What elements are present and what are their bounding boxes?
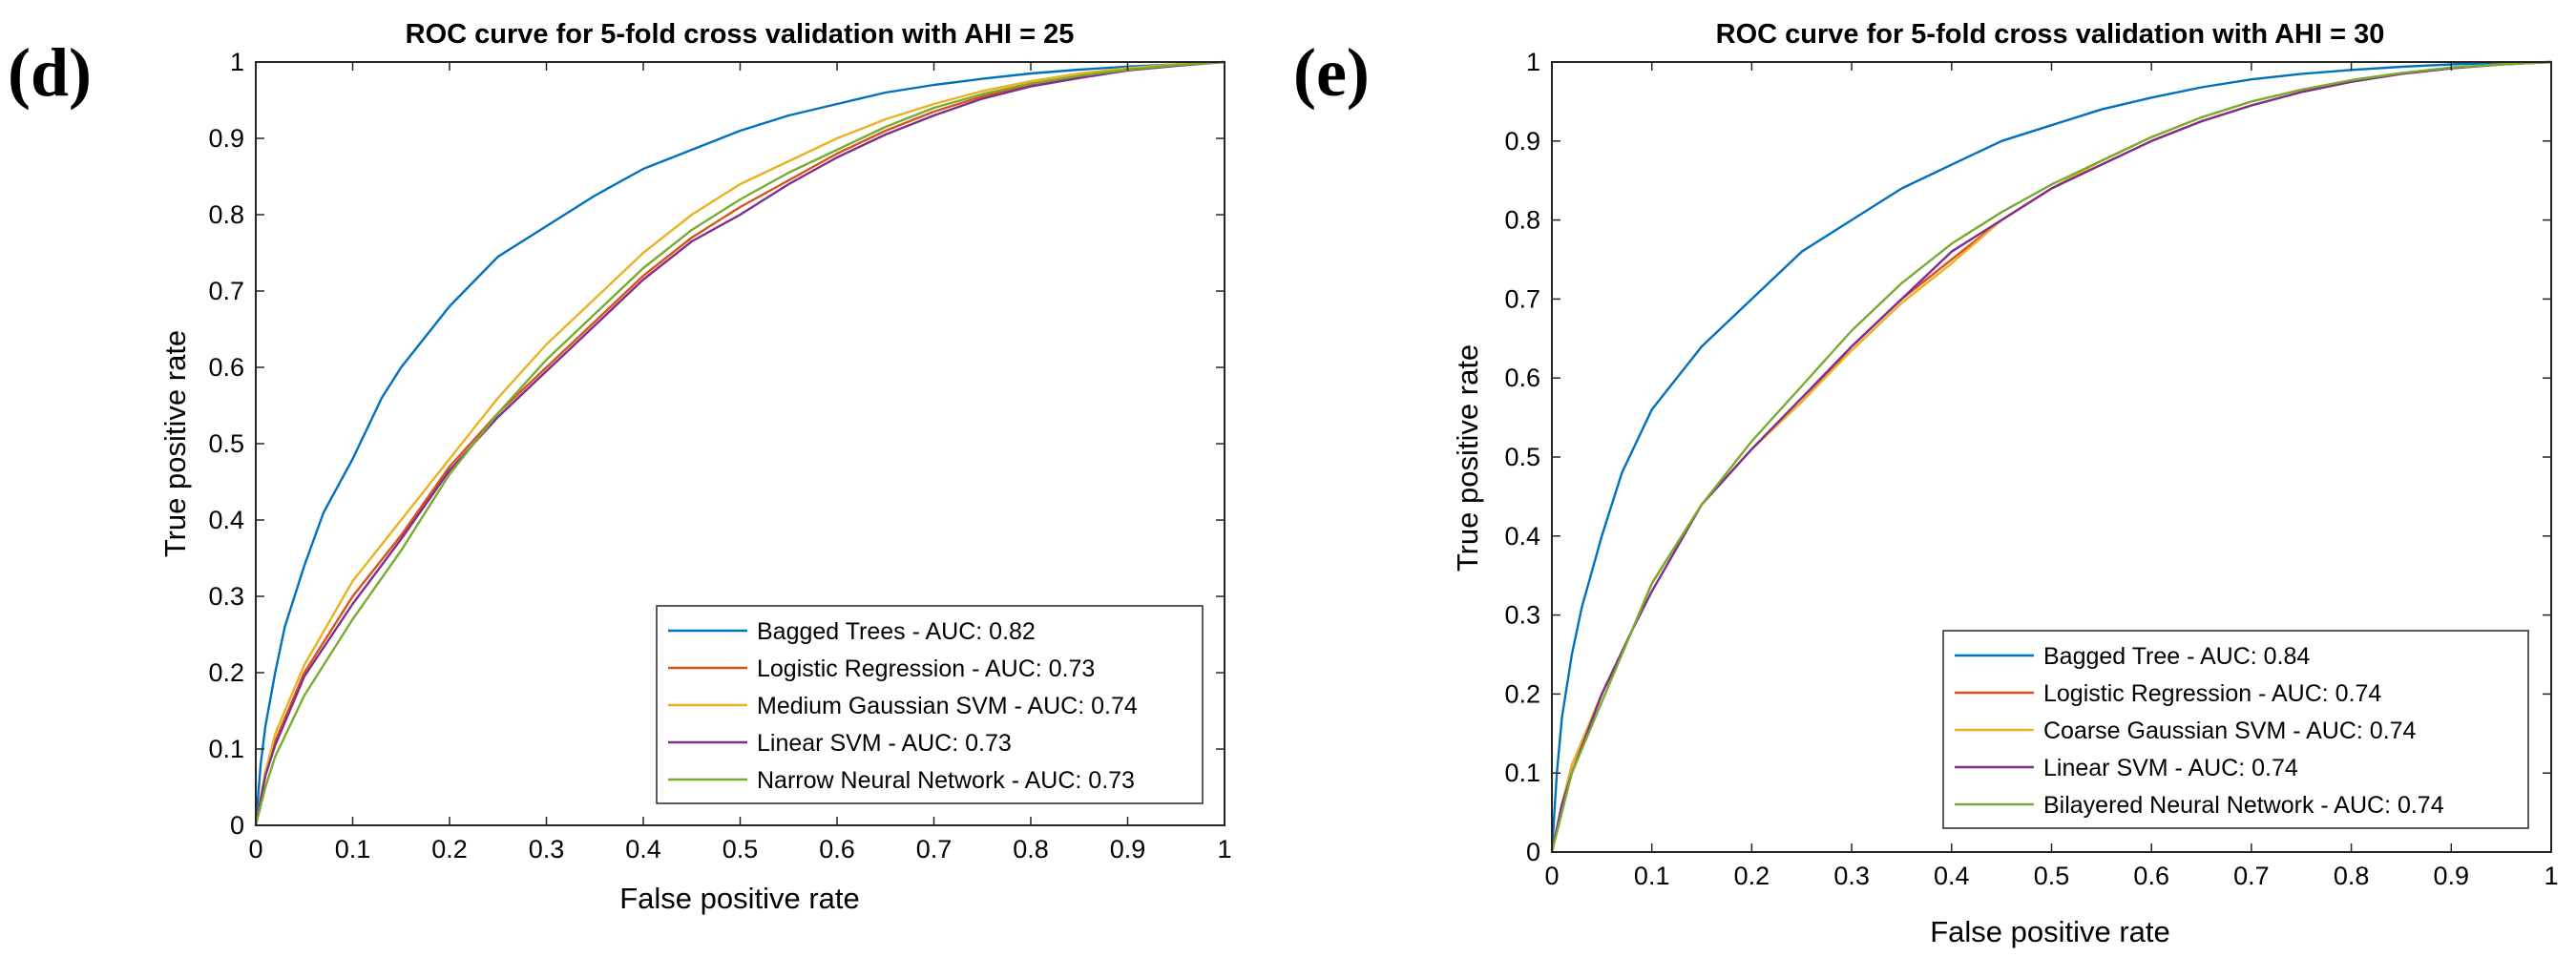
y-tick-label-e-9: 0.9 (1504, 127, 1540, 156)
legend-label-d-5: Narrow Neural Network - AUC: 0.73 (757, 767, 1135, 794)
roc-curves-e (1550, 60, 2552, 853)
y-tick-label-e-3: 0.3 (1504, 601, 1540, 630)
legend-label-e-3: Coarse Gaussian SVM - AUC: 0.74 (2043, 718, 2417, 744)
x-tick-label-d-8: 0.8 (1013, 835, 1049, 863)
y-tick-label-d-3: 0.3 (208, 582, 244, 611)
y-tick-label-e-8: 0.8 (1504, 206, 1540, 235)
legend-e: Bagged Tree - AUC: 0.84 Logistic Regressi… (1942, 630, 2529, 829)
x-tick-label-e-6: 0.6 (2133, 862, 2169, 890)
roc-panel-e: (e) ROC curve for 5-fold cross validatio… (1293, 19, 2559, 948)
y-tick-label-d-10: 1 (230, 48, 244, 76)
roc-curve-d-4 (254, 60, 1225, 826)
panel-label-d: (d) (8, 34, 92, 111)
x-tick-label-e-1: 0.1 (1634, 862, 1670, 890)
roc-curves-d (254, 60, 1225, 826)
y-tick-label-e-1: 0.1 (1504, 759, 1540, 787)
y-tick-label-d-0: 0 (230, 811, 244, 840)
x-tick-label-d-5: 0.5 (723, 835, 759, 863)
x-tick-label-e-7: 0.7 (2233, 862, 2270, 890)
legend-entries-d: Bagged Trees - AUC: 0.82 Logistic Regress… (668, 618, 1138, 794)
legend-entries-e: Bagged Tree - AUC: 0.84 Logistic Regressi… (1955, 643, 2444, 819)
x-tick-label-d-0: 0 (248, 835, 262, 863)
roc-curve-d-3 (254, 60, 1225, 826)
x-tick-label-d-4: 0.4 (625, 835, 661, 863)
roc-curve-d-1 (254, 60, 1225, 826)
x-tick-labels-e: 0 0.1 0.2 0.3 0.4 0.5 0.6 0.7 0.8 0.9 1 (1544, 62, 2559, 890)
x-tick-label-e-2: 0.2 (1734, 862, 1770, 890)
legend-label-e-1: Bagged Tree - AUC: 0.84 (2043, 643, 2310, 670)
y-tick-label-d-8: 0.8 (208, 200, 244, 229)
y-tick-labels-e: 0 0.1 0.2 0.3 0.4 0.5 0.6 0.7 0.8 0.9 1 (1504, 48, 2551, 866)
y-tick-label-e-10: 1 (1526, 48, 1540, 76)
panel-label-e: (e) (1293, 34, 1370, 111)
x-tick-label-e-5: 0.5 (2034, 862, 2070, 890)
roc-panel-d: (d) ROC curve for 5-fold cross validatio… (8, 19, 1232, 915)
x-axis-label-d: False positive rate (619, 882, 860, 915)
x-tick-label-e-8: 0.8 (2334, 862, 2370, 890)
chart-title-d: ROC curve for 5-fold cross validation wi… (406, 19, 1075, 50)
x-tick-label-d-1: 0.1 (335, 835, 371, 863)
x-tick-label-e-10: 1 (2544, 862, 2558, 890)
y-tick-label-d-2: 0.2 (208, 658, 244, 687)
x-tick-label-d-7: 0.7 (916, 835, 953, 863)
y-tick-label-e-5: 0.5 (1504, 443, 1540, 471)
y-tick-label-d-6: 0.6 (208, 353, 244, 382)
x-tick-labels-d: 0 0.1 0.2 0.3 0.4 0.5 0.6 0.7 0.8 0.9 1 (248, 62, 1232, 863)
x-tick-label-d-6: 0.6 (819, 835, 855, 863)
legend-label-d-4: Linear SVM - AUC: 0.73 (757, 730, 1012, 757)
legend-label-d-2: Logistic Regression - AUC: 0.73 (757, 655, 1095, 682)
roc-curve-d-2 (254, 60, 1225, 826)
legend-d: Bagged Trees - AUC: 0.82 Logistic Regress… (656, 605, 1204, 804)
y-tick-label-d-4: 0.4 (208, 506, 244, 534)
legend-label-d-3: Medium Gaussian SVM - AUC: 0.74 (757, 693, 1138, 719)
y-tick-labels-d: 0 0.1 0.2 0.3 0.4 0.5 0.6 0.7 0.8 0.9 1 (208, 48, 1225, 840)
x-tick-label-d-10: 1 (1217, 835, 1231, 863)
y-tick-label-e-7: 0.7 (1504, 284, 1540, 313)
legend-label-e-5: Bilayered Neural Network - AUC: 0.74 (2043, 792, 2444, 819)
legend-label-d-1: Bagged Trees - AUC: 0.82 (757, 618, 1036, 645)
x-axis-label-e: False positive rate (1930, 915, 2170, 948)
y-tick-label-d-7: 0.7 (208, 277, 244, 305)
x-tick-label-e-9: 0.9 (2434, 862, 2470, 890)
x-tick-label-e-0: 0 (1544, 862, 1559, 890)
legend-box-e (1942, 630, 2529, 829)
y-axis-label-d: True positive rate (158, 330, 192, 557)
legend-label-e-4: Linear SVM - AUC: 0.74 (2043, 755, 2298, 781)
legend-label-e-2: Logistic Regression - AUC: 0.74 (2043, 680, 2381, 707)
legend-box-d (656, 605, 1204, 804)
x-tick-label-d-2: 0.2 (431, 835, 468, 863)
x-tick-label-d-3: 0.3 (529, 835, 565, 863)
y-tick-label-e-0: 0 (1526, 838, 1540, 866)
roc-curve-e-5 (1550, 60, 2552, 853)
roc-curve-d-5 (254, 60, 1225, 826)
roc-curve-e-1 (1550, 60, 2552, 853)
y-tick-label-d-9: 0.9 (208, 124, 244, 153)
chart-title-e: ROC curve for 5-fold cross validation wi… (1716, 19, 2385, 50)
y-tick-label-e-6: 0.6 (1504, 364, 1540, 392)
x-tick-label-e-3: 0.3 (1833, 862, 1870, 890)
y-axis-label-e: True positive rate (1451, 344, 1484, 572)
y-tick-label-e-4: 0.4 (1504, 522, 1540, 551)
y-tick-label-e-2: 0.2 (1504, 679, 1540, 708)
x-tick-label-d-9: 0.9 (1110, 835, 1146, 863)
x-tick-label-e-4: 0.4 (1934, 862, 1970, 890)
y-tick-label-d-1: 0.1 (208, 735, 244, 763)
y-tick-label-d-5: 0.5 (208, 429, 244, 458)
